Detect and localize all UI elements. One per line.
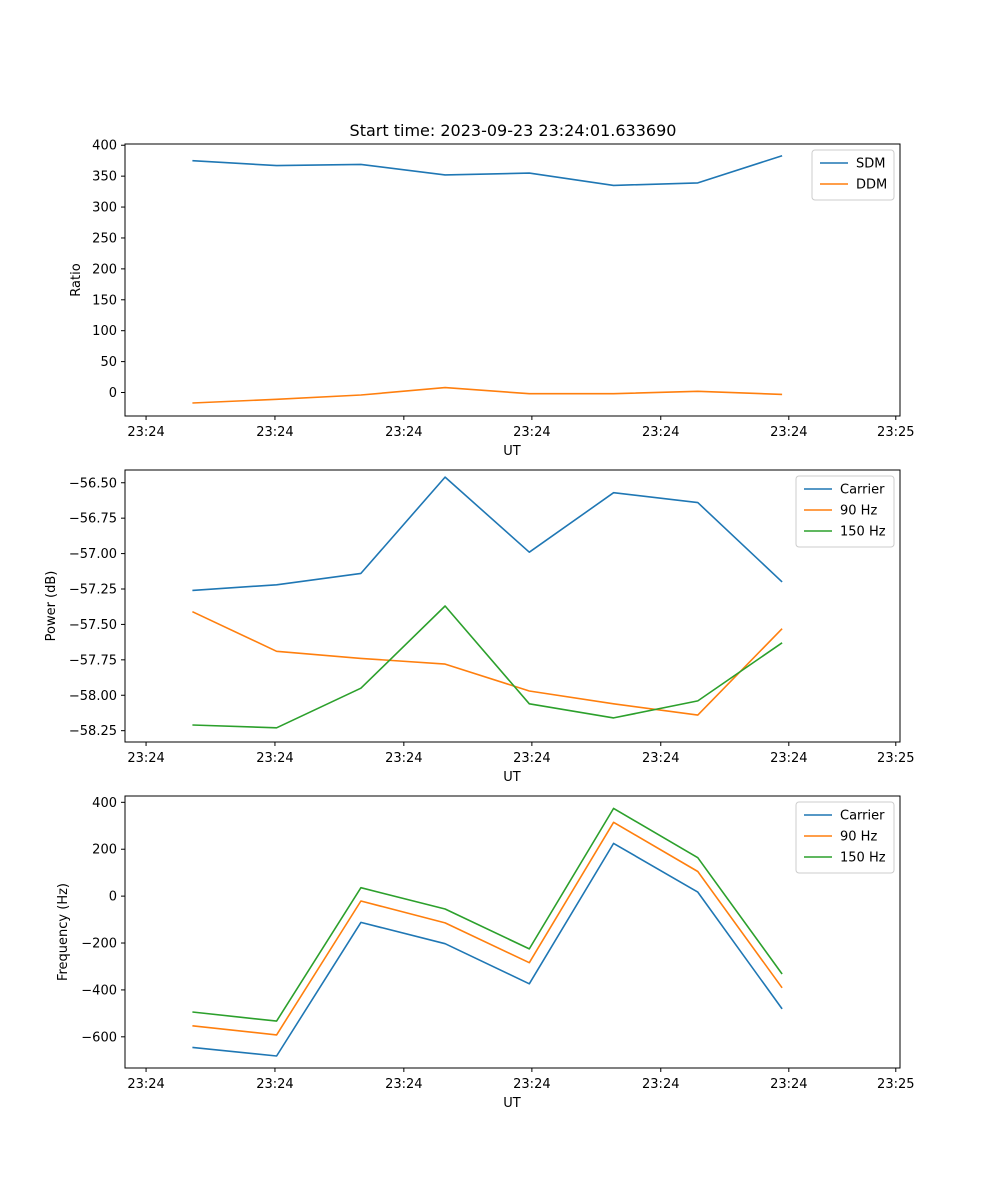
series-line-sdm [192,154,783,187]
y-tick-label: 400 [92,139,117,154]
x-tick-label: 23:24 [513,1077,550,1092]
series-line-90-hz [192,610,783,716]
y-tick-label: 300 [92,201,117,216]
legend: Carrier 90 Hz 150 Hz [795,801,895,874]
y-axis-label: Ratio [69,263,84,296]
y-tick-label: 200 [92,262,117,277]
x-tick-label: 23:25 [877,1077,914,1092]
legend-box [795,475,895,548]
y-tick-label: −57.25 [69,583,117,598]
legend-box [795,801,895,874]
y-tick-label: −200 [81,937,117,952]
y-tick-label: −56.75 [69,512,117,527]
x-tick-label: 23:24 [385,425,422,440]
chart-panel-3: 23:24 23:24 23:24 23:24 23:24 23:24 23:25 400 20… [56,795,915,1111]
legend: Carrier 90 Hz 150 Hz [795,475,895,548]
x-tick-label: 23:25 [877,425,914,440]
legend-label: DDM [856,178,887,193]
y-tick-label: 200 [92,843,117,858]
x-tick-label: 23:24 [256,751,293,766]
x-tick-label: 23:24 [385,751,422,766]
x-tick-label: 23:25 [877,751,914,766]
y-tick-label: 0 [109,890,117,905]
x-tick-label: 23:24 [770,1077,807,1092]
y-tick-label: −400 [81,983,117,998]
x-tick-label: 23:24 [127,751,164,766]
x-tick-label: 23:24 [642,1077,679,1092]
y-tick-label: −58.25 [69,724,117,739]
x-tick-label: 23:24 [385,1077,422,1092]
y-tick-label: 400 [92,796,117,811]
series-line-carrier [192,476,783,592]
x-tick-label: 23:24 [127,425,164,440]
x-tick-label: 23:24 [642,425,679,440]
series-line-ddm [192,386,783,404]
plot-frame [124,143,901,417]
x-tick-label: 23:24 [513,751,550,766]
series-line-150-hz [192,807,783,1022]
y-tick-label: −58.00 [69,689,117,704]
legend: SDM DDM [811,149,895,201]
y-tick-label: −56.50 [69,476,117,491]
y-tick-label: −57.00 [69,547,117,562]
x-tick-label: 23:24 [770,425,807,440]
y-tick-label: 350 [92,170,117,185]
x-tick-label: 23:24 [256,425,293,440]
x-axis-label: UT [503,770,521,785]
y-tick-label: 250 [92,231,117,246]
y-tick-label: 100 [92,324,117,339]
panels: 23:24 23:24 23:24 23:24 23:24 23:24 23:25 400 35… [44,139,915,1111]
y-tick-label: 0 [109,386,117,401]
x-tick-label: 23:24 [256,1077,293,1092]
plot-frame [124,795,901,1069]
chart-panel-2: 23:24 23:24 23:24 23:24 23:24 23:24 23:25 −56.5… [44,469,915,785]
y-axis-label: Frequency (Hz) [56,883,71,981]
x-tick-label: 23:24 [513,425,550,440]
x-tick-label: 23:24 [770,751,807,766]
x-axis-label: UT [503,1096,521,1111]
legend-label: Carrier [840,483,885,498]
y-tick-label: 150 [92,293,117,308]
series-line-carrier [192,842,783,1057]
legend-label: SDM [856,157,885,172]
series-line-150-hz [192,605,783,729]
y-axis-label: Power (dB) [44,571,59,642]
x-tick-label: 23:24 [642,751,679,766]
y-tick-label: −57.75 [69,653,117,668]
legend-label: 90 Hz [840,830,877,845]
legend-label: Carrier [840,809,885,824]
y-tick-label: 50 [100,355,117,370]
y-tick-label: −57.50 [69,618,117,633]
series-line-90-hz [192,821,783,1036]
x-axis-label: UT [503,444,521,459]
chart-panel-1: 23:24 23:24 23:24 23:24 23:24 23:24 23:25 400 35… [69,139,915,459]
x-tick-label: 23:24 [127,1077,164,1092]
plot-frame [124,469,901,743]
figure-title: Start time: 2023-09-23 23:24:01.633690 [350,121,677,140]
legend-label: 150 Hz [840,525,886,540]
legend-label: 90 Hz [840,504,877,519]
y-tick-label: −600 [81,1030,117,1045]
legend-label: 150 Hz [840,851,886,866]
